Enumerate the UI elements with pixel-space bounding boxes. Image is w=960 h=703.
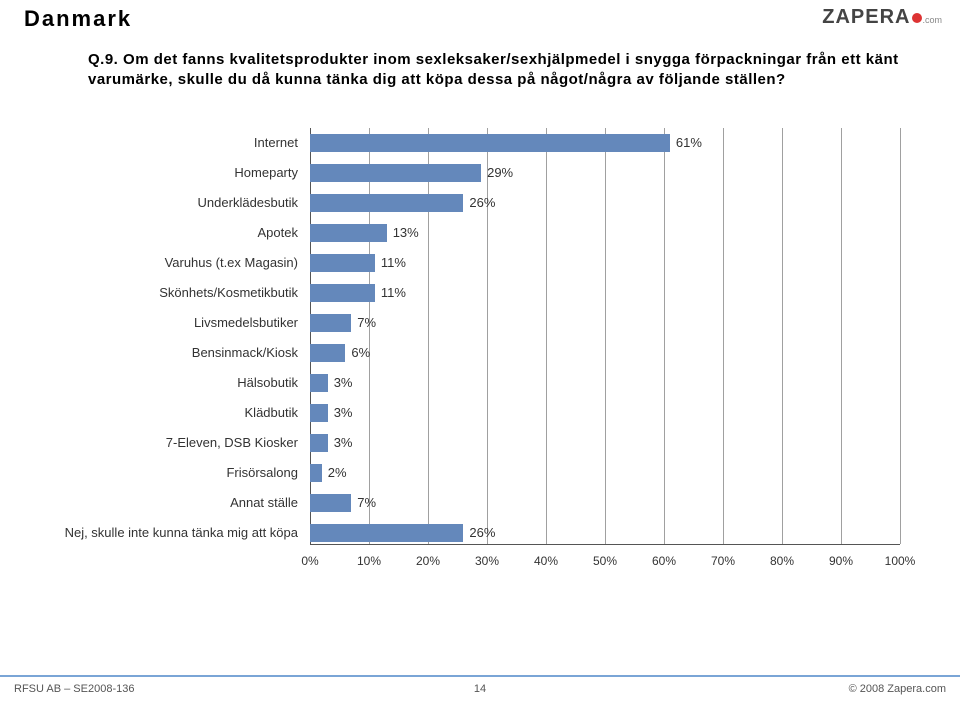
bar-chart: 0% 10% 20% 30% 40% 50% 60% 70% 80% 90% 100% Intern… bbox=[40, 128, 920, 608]
chart-row: Frisörsalong 2% bbox=[40, 462, 920, 484]
bar-container: 3% bbox=[310, 372, 900, 394]
chart-row: Apotek 13% bbox=[40, 222, 920, 244]
page-footer: RFSU AB – SE2008-136 14 © 2008 Zapera.co… bbox=[0, 675, 960, 703]
category-label: Nej, skulle inte kunna tänka mig att köp… bbox=[40, 522, 298, 544]
bar bbox=[310, 224, 387, 242]
bar bbox=[310, 194, 463, 212]
chart-row: Internet 61% bbox=[40, 132, 920, 154]
logo-text: ZAPERA bbox=[822, 6, 910, 28]
question-text: Q.9. Om det fanns kvalitetsprodukter ino… bbox=[88, 50, 920, 91]
chart-row: Livsmedelsbutiker 7% bbox=[40, 312, 920, 334]
bar bbox=[310, 374, 328, 392]
bar-value-label: 3% bbox=[328, 372, 353, 394]
category-label: Homeparty bbox=[40, 162, 298, 184]
bar bbox=[310, 134, 670, 152]
x-axis-tick: 20% bbox=[416, 554, 440, 568]
page-title: Danmark bbox=[24, 6, 132, 32]
bar-value-label: 26% bbox=[463, 522, 495, 544]
bar-container: 61% bbox=[310, 132, 900, 154]
x-axis-tick: 80% bbox=[770, 554, 794, 568]
bar-container: 3% bbox=[310, 402, 900, 424]
category-label: Bensinmack/Kiosk bbox=[40, 342, 298, 364]
bar-value-label: 26% bbox=[463, 192, 495, 214]
footer-page-number: 14 bbox=[474, 683, 486, 695]
chart-row: Nej, skulle inte kunna tänka mig att köp… bbox=[40, 522, 920, 544]
bar-container: 29% bbox=[310, 162, 900, 184]
bar-value-label: 2% bbox=[322, 462, 347, 484]
x-axis-tick: 50% bbox=[593, 554, 617, 568]
chart-row: Homeparty 29% bbox=[40, 162, 920, 184]
chart-row: Underklädesbutik 26% bbox=[40, 192, 920, 214]
footer-left: RFSU AB – SE2008-136 bbox=[14, 683, 134, 695]
category-label: Hälsobutik bbox=[40, 372, 298, 394]
x-axis-tick: 60% bbox=[652, 554, 676, 568]
bar bbox=[310, 254, 375, 272]
bar-value-label: 6% bbox=[345, 342, 370, 364]
bar bbox=[310, 284, 375, 302]
category-label: Varuhus (t.ex Magasin) bbox=[40, 252, 298, 274]
bar-value-label: 7% bbox=[351, 312, 376, 334]
chart-row: Hälsobutik 3% bbox=[40, 372, 920, 394]
chart-row: Klädbutik 3% bbox=[40, 402, 920, 424]
bar-container: 2% bbox=[310, 462, 900, 484]
chart-row: Skönhets/Kosmetikbutik 11% bbox=[40, 282, 920, 304]
bar-container: 26% bbox=[310, 192, 900, 214]
brand-logo: ZAPERA .com bbox=[822, 6, 942, 29]
bar bbox=[310, 344, 345, 362]
bar-container: 11% bbox=[310, 282, 900, 304]
chart-row: Varuhus (t.ex Magasin) 11% bbox=[40, 252, 920, 274]
x-axis-tick: 0% bbox=[301, 554, 318, 568]
x-axis-tick: 100% bbox=[885, 554, 916, 568]
logo-suffix: .com bbox=[922, 15, 942, 25]
bar bbox=[310, 494, 351, 512]
bar bbox=[310, 524, 463, 542]
category-label: Internet bbox=[40, 132, 298, 154]
bar-value-label: 3% bbox=[328, 402, 353, 424]
bar-container: 7% bbox=[310, 492, 900, 514]
bar-value-label: 11% bbox=[375, 252, 406, 274]
bar-value-label: 3% bbox=[328, 432, 353, 454]
bar bbox=[310, 404, 328, 422]
category-label: Frisörsalong bbox=[40, 462, 298, 484]
x-axis-tick: 30% bbox=[475, 554, 499, 568]
bar bbox=[310, 434, 328, 452]
x-axis-tick: 40% bbox=[534, 554, 558, 568]
category-label: Apotek bbox=[40, 222, 298, 244]
footer-right: © 2008 Zapera.com bbox=[849, 683, 946, 695]
bar-container: 11% bbox=[310, 252, 900, 274]
category-label: 7-Eleven, DSB Kiosker bbox=[40, 432, 298, 454]
bar-value-label: 13% bbox=[387, 222, 419, 244]
x-axis-tick: 90% bbox=[829, 554, 853, 568]
category-label: Klädbutik bbox=[40, 402, 298, 424]
bar-value-label: 61% bbox=[670, 132, 702, 154]
category-label: Annat ställe bbox=[40, 492, 298, 514]
question-number: Q.9. bbox=[88, 51, 118, 68]
category-label: Underklädesbutik bbox=[40, 192, 298, 214]
chart-row: Annat ställe 7% bbox=[40, 492, 920, 514]
logo-dot-icon bbox=[912, 13, 922, 23]
bar bbox=[310, 314, 351, 332]
bar-value-label: 11% bbox=[375, 282, 406, 304]
x-axis-tick: 70% bbox=[711, 554, 735, 568]
question-body: Om det fanns kvalitetsprodukter inom sex… bbox=[88, 51, 899, 88]
bar-container: 3% bbox=[310, 432, 900, 454]
bar-value-label: 29% bbox=[481, 162, 513, 184]
bar-container: 6% bbox=[310, 342, 900, 364]
page-root: Danmark ZAPERA .com Q.9. Om det fanns kva… bbox=[0, 0, 960, 703]
bar-container: 13% bbox=[310, 222, 900, 244]
bar bbox=[310, 464, 322, 482]
chart-row: 7-Eleven, DSB Kiosker 3% bbox=[40, 432, 920, 454]
bar-container: 26% bbox=[310, 522, 900, 544]
x-axis-tick: 10% bbox=[357, 554, 381, 568]
bar-value-label: 7% bbox=[351, 492, 376, 514]
x-axis-line bbox=[310, 544, 900, 545]
bar bbox=[310, 164, 481, 182]
chart-row: Bensinmack/Kiosk 6% bbox=[40, 342, 920, 364]
category-label: Skönhets/Kosmetikbutik bbox=[40, 282, 298, 304]
bar-container: 7% bbox=[310, 312, 900, 334]
category-label: Livsmedelsbutiker bbox=[40, 312, 298, 334]
